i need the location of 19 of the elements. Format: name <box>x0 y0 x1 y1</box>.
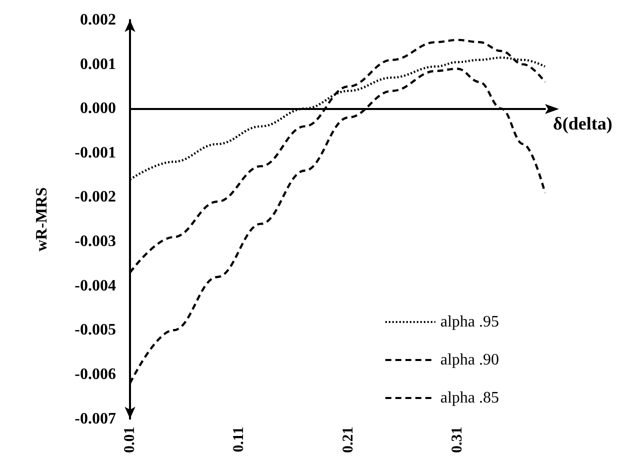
legend-label: alpha .90 <box>440 352 500 368</box>
x-axis-title: δ(delta) <box>553 114 612 134</box>
y-tick-label: -0.003 <box>74 233 116 250</box>
y-tick-label: -0.006 <box>74 366 116 383</box>
y-tick-label: -0.005 <box>74 322 116 339</box>
y-tick-label: 0.001 <box>80 56 116 73</box>
y-tick-label: -0.001 <box>74 144 116 162</box>
legend-label: alpha .95 <box>440 314 500 330</box>
x-tick-label: 0.31 <box>450 426 466 453</box>
y-tick-label: 0.002 <box>80 12 116 28</box>
y-tick-label: -0.004 <box>74 277 116 294</box>
x-tick-label: 0.21 <box>340 426 356 453</box>
x-tick-label: 0.11 <box>231 426 248 452</box>
legend-label: alpha .85 <box>440 390 500 406</box>
y-tick-label: 0.000 <box>80 100 116 118</box>
x-tick-label: 0.01 <box>122 426 138 453</box>
y-axis-title: wR-MRS <box>34 187 50 252</box>
y-tick-label: -0.007 <box>74 410 116 428</box>
y-tick-label: -0.002 <box>74 188 116 206</box>
